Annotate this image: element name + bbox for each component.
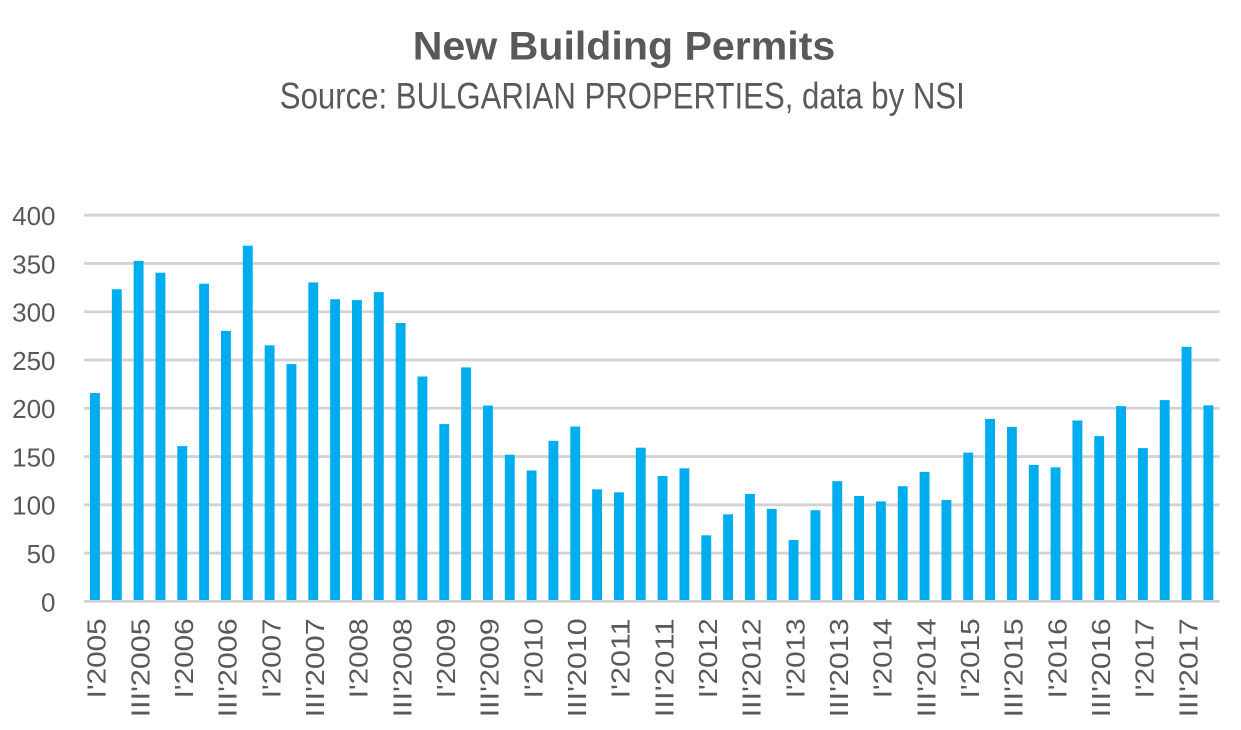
svg-text:0: 0 [41, 587, 55, 617]
svg-text:III'2007: III'2007 [300, 618, 330, 717]
svg-text:I'2009: I'2009 [431, 618, 461, 698]
svg-text:I'2011: I'2011 [606, 618, 636, 698]
svg-text:I'2006: I'2006 [169, 618, 199, 698]
svg-text:III'2015: III'2015 [999, 618, 1029, 717]
svg-text:250: 250 [12, 346, 55, 376]
svg-text:350: 350 [12, 249, 55, 279]
svg-text:100: 100 [12, 491, 55, 521]
svg-text:III'2009: III'2009 [475, 618, 505, 717]
svg-text:III'2008: III'2008 [387, 618, 417, 717]
svg-text:III'2013: III'2013 [824, 618, 854, 717]
svg-text:I'2013: I'2013 [780, 618, 810, 698]
svg-text:I'2012: I'2012 [693, 618, 723, 698]
svg-text:I'2014: I'2014 [868, 618, 898, 698]
svg-text:Source: BULGARIAN PROPERTIES,: Source: BULGARIAN PROPERTIES, data by NS… [280, 75, 965, 116]
svg-text:I'2008: I'2008 [344, 618, 374, 698]
svg-text:III'2005: III'2005 [125, 618, 155, 717]
svg-text:III'2010: III'2010 [562, 618, 592, 717]
svg-text:150: 150 [12, 442, 55, 472]
svg-text:I'2015: I'2015 [955, 618, 985, 698]
svg-text:I'2007: I'2007 [256, 618, 286, 698]
svg-text:III'2011: III'2011 [649, 618, 679, 717]
svg-text:III'2012: III'2012 [737, 618, 767, 717]
svg-text:200: 200 [12, 394, 55, 424]
svg-text:I'2016: I'2016 [1042, 618, 1072, 698]
svg-text:III'2016: III'2016 [1086, 618, 1116, 717]
svg-text:I'2017: I'2017 [1130, 618, 1160, 698]
svg-text:III'2006: III'2006 [213, 618, 243, 717]
svg-text:I'2005: I'2005 [82, 618, 112, 698]
svg-text:300: 300 [12, 298, 55, 328]
svg-text:I'2010: I'2010 [518, 618, 548, 698]
svg-text:400: 400 [12, 201, 55, 231]
svg-text:50: 50 [27, 539, 56, 569]
svg-text:III'2014: III'2014 [911, 618, 941, 717]
svg-text:III'2017: III'2017 [1173, 618, 1203, 717]
svg-text:New Building Permits: New Building Permits [413, 25, 836, 69]
